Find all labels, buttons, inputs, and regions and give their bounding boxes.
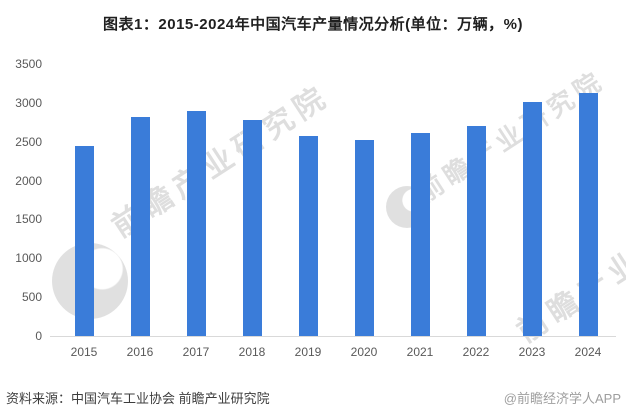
x-tick-label-2020: 2020	[350, 345, 378, 359]
x-tick-label-2021: 2021	[406, 345, 434, 359]
x-tick-label-2023: 2023	[518, 345, 546, 359]
y-tick-label-0: 0	[35, 329, 42, 343]
bar-2017	[186, 110, 206, 336]
x-tick-label-2015: 2015	[70, 345, 98, 359]
credit-note: @前瞻经济学人APP	[503, 391, 621, 406]
bar-2015	[74, 145, 94, 336]
x-tick-label-2024: 2024	[574, 345, 602, 359]
chart-title: 图表1：2015-2024年中国汽车产量情况分析(单位：万辆，%)	[103, 16, 523, 33]
x-tick-label-2016: 2016	[126, 345, 154, 359]
y-tick-label-2000: 2000	[15, 173, 42, 188]
bar-2020	[354, 139, 374, 336]
plot-area	[50, 64, 616, 337]
x-tick-label-2017: 2017	[182, 345, 210, 359]
y-tick-label-1500: 1500	[15, 212, 42, 227]
bar-2016	[130, 117, 150, 336]
y-tick-label-2500: 2500	[15, 134, 42, 149]
bar-2021	[410, 133, 430, 336]
bar-2018	[242, 119, 262, 336]
x-tick-label-2019: 2019	[294, 345, 322, 359]
y-tick-label-500: 500	[21, 290, 42, 305]
y-tick-label-3500: 3500	[15, 57, 42, 71]
y-tick-label-1000: 1000	[15, 251, 42, 266]
y-tick-label-3000: 3000	[15, 95, 42, 110]
bar-2023	[522, 101, 542, 336]
source-note: 资料来源：中国汽车工业协会 前瞻产业研究院	[6, 391, 270, 406]
bar-2022	[466, 126, 486, 336]
x-tick-label-2022: 2022	[462, 345, 490, 359]
bar-2024	[578, 92, 598, 336]
bar-2019	[298, 136, 318, 336]
x-tick-label-2018: 2018	[238, 345, 266, 359]
